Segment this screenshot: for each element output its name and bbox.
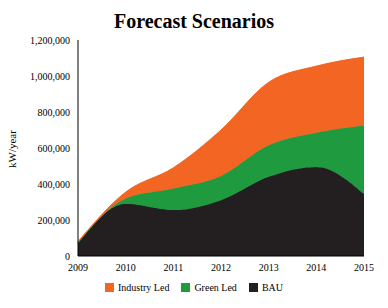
svg-text:200,000: 200,000 [38, 215, 71, 226]
svg-text:2009: 2009 [68, 262, 88, 273]
svg-text:1,000,000: 1,000,000 [30, 71, 70, 82]
svg-text:2012: 2012 [211, 262, 231, 273]
svg-text:2013: 2013 [259, 262, 279, 273]
html-text:Industry Led: Industry Led [118, 282, 170, 293]
svg-text:600,000: 600,000 [38, 143, 71, 154]
svg-text:800,000: 800,000 [38, 107, 71, 118]
html-text:BAU: BAU [261, 282, 283, 293]
svg-text:2015: 2015 [354, 262, 374, 273]
svg-text:0: 0 [65, 251, 70, 262]
svg-text:2014: 2014 [306, 262, 326, 273]
html-text:Green Led: Green Led [194, 282, 237, 293]
html-text:Forecast Scenarios: Forecast Scenarios [113, 10, 275, 32]
svg-text:1,200,000: 1,200,000 [30, 35, 70, 46]
svg-text:2011: 2011 [164, 262, 184, 273]
svg-text:2010: 2010 [116, 262, 136, 273]
svg-text:kW/year: kW/year [8, 130, 18, 168]
svg-text:400,000: 400,000 [38, 179, 71, 190]
